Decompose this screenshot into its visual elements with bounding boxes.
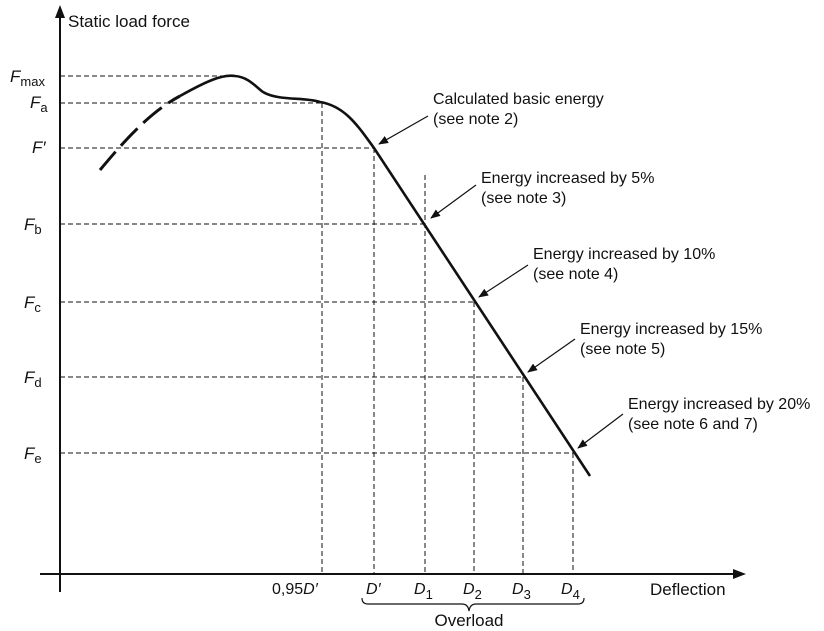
d3-sub: 3 [524, 587, 531, 602]
svg-text:Fb: Fb [24, 215, 42, 237]
y-axis-arrowhead [55, 5, 65, 18]
label-fc: Fc [24, 293, 41, 315]
fc-sub: c [34, 300, 41, 315]
fb-main: F [24, 215, 36, 234]
label-fprime: F′ [32, 138, 46, 157]
annotation-e5: Energy increased by 5% (see note 3) [481, 170, 654, 207]
fe-sub: e [34, 451, 41, 466]
svg-text:D3: D3 [512, 581, 531, 602]
label-d2: D2 [463, 581, 482, 602]
d1-sub: 1 [426, 587, 433, 602]
annotation-e15: Energy increased by 15% (see note 5) [580, 321, 762, 358]
fmax-sub: max [20, 74, 45, 89]
annotation-e10: Energy increased by 10% (see note 4) [533, 246, 715, 283]
annotation-e10-line2: (see note 4) [533, 266, 618, 283]
dprime-main: D [366, 581, 378, 598]
label-fmax: Fmax [10, 67, 45, 89]
d4-main: D [561, 581, 573, 598]
arrow-e5 [430, 184, 477, 219]
load-curve-dashed-segment [98, 94, 181, 171]
d2-sub: 2 [475, 587, 482, 602]
fe-main: F [24, 444, 36, 463]
x-axis-arrowhead [733, 569, 746, 579]
x-axis-title: Deflection [650, 580, 726, 599]
annotation-basic: Calculated basic energy (see note 2) [433, 91, 604, 128]
overload-label: Overload [435, 611, 504, 630]
arrow-e10 [478, 264, 529, 298]
fprime-mark: ′ [42, 138, 46, 157]
svg-text:0,95D′: 0,95D′ [272, 581, 319, 598]
load-curve [179, 74, 592, 477]
label-d4: D4 [561, 581, 580, 602]
svg-text:Fd: Fd [24, 368, 42, 390]
dprime-mark: ′ [378, 581, 382, 598]
d4-sub: 4 [573, 587, 580, 602]
fd-main: F [24, 368, 36, 387]
fc-main: F [24, 293, 36, 312]
annotation-e15-line2: (see note 5) [580, 341, 665, 358]
fb-sub: b [34, 222, 41, 237]
label-fb: Fb [24, 215, 42, 237]
arrow-e15 [527, 338, 576, 373]
annotation-e5-line1: Energy increased by 5% [481, 170, 654, 187]
arrow-basic [378, 115, 429, 145]
arrow-e20 [577, 413, 624, 449]
label-d3: D3 [512, 581, 531, 602]
d3-main: D [512, 581, 524, 598]
label-fa: Fa [30, 93, 48, 115]
svg-text:F′: F′ [32, 138, 46, 157]
d1-main: D [414, 581, 426, 598]
label-dprime: D′ [366, 581, 382, 598]
d095-prefix: 0,95 [272, 581, 303, 598]
fmax-main: F [10, 67, 22, 86]
annotation-e15-line1: Energy increased by 15% [580, 321, 762, 338]
svg-text:Fmax: Fmax [10, 67, 45, 89]
annotation-e20-line2: (see note 6 and 7) [628, 416, 758, 433]
d095-mark: ′ [315, 581, 319, 598]
annotation-e5-line2: (see note 3) [481, 190, 566, 207]
annotation-e20-line1: Energy increased by 20% [628, 396, 810, 413]
svg-text:D2: D2 [463, 581, 482, 602]
label-fe: Fe [24, 444, 42, 466]
overload-brace [361, 597, 585, 612]
label-d1: D1 [414, 581, 433, 602]
label-d095: 0,95D′ [272, 581, 319, 598]
svg-text:Fc: Fc [24, 293, 41, 315]
fprime-main: F [32, 138, 44, 157]
svg-text:D1: D1 [414, 581, 433, 602]
d095-main: D [303, 581, 315, 598]
annotation-basic-line1: Calculated basic energy [433, 91, 604, 108]
label-fd: Fd [24, 368, 42, 390]
fa-sub: a [40, 100, 48, 115]
annotation-basic-line2: (see note 2) [433, 111, 518, 128]
annotation-e20: Energy increased by 20% (see note 6 and … [628, 396, 810, 433]
fd-sub: d [34, 375, 41, 390]
svg-text:Fa: Fa [30, 93, 48, 115]
svg-text:Fe: Fe [24, 444, 42, 466]
svg-text:D4: D4 [561, 581, 580, 602]
svg-text:D′: D′ [366, 581, 382, 598]
annotation-e10-line1: Energy increased by 10% [533, 246, 715, 263]
y-axis-title: Static load force [68, 12, 190, 31]
fa-main: F [30, 93, 42, 112]
d2-main: D [463, 581, 475, 598]
